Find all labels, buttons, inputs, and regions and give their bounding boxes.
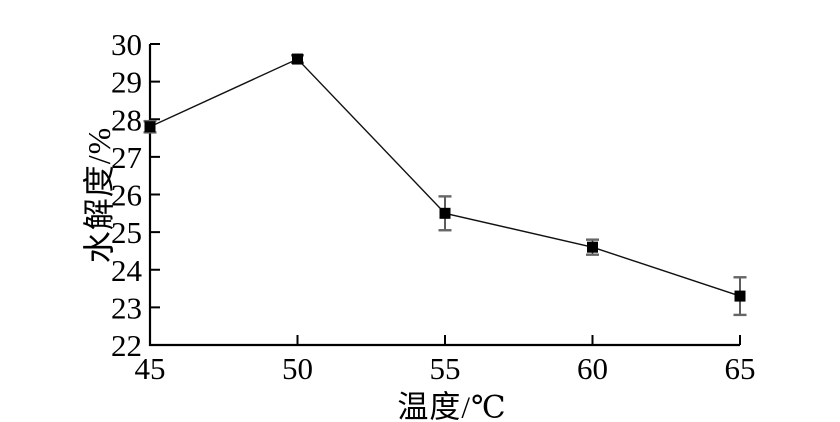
data-point-marker [587,241,598,253]
x-tick-label: 60 [577,351,608,386]
y-tick-label: 27 [111,140,142,175]
y-tick-label: 22 [111,328,142,363]
x-tick-label: 45 [135,351,166,386]
x-axis-title: 温度/℃ [397,389,507,422]
y-tick-label: 26 [111,178,142,213]
x-tick-label: 65 [725,351,756,386]
x-tick-label: 50 [282,351,313,386]
y-tick-label: 23 [111,290,142,325]
y-tick-label: 30 [111,27,142,62]
data-line [149,58,741,297]
axis-line [148,44,740,347]
data-point-marker [734,290,746,302]
data-point-marker [292,53,303,65]
x-tick-label: 55 [430,351,461,386]
data-point-marker [144,121,156,133]
y-tick-label: 25 [111,215,142,250]
y-axis-title: 水解度/% [81,126,117,264]
data-point-marker [439,207,451,219]
y-tick-label: 28 [111,102,142,137]
y-tick-label: 29 [111,65,142,100]
y-tick-label: 24 [111,253,143,288]
